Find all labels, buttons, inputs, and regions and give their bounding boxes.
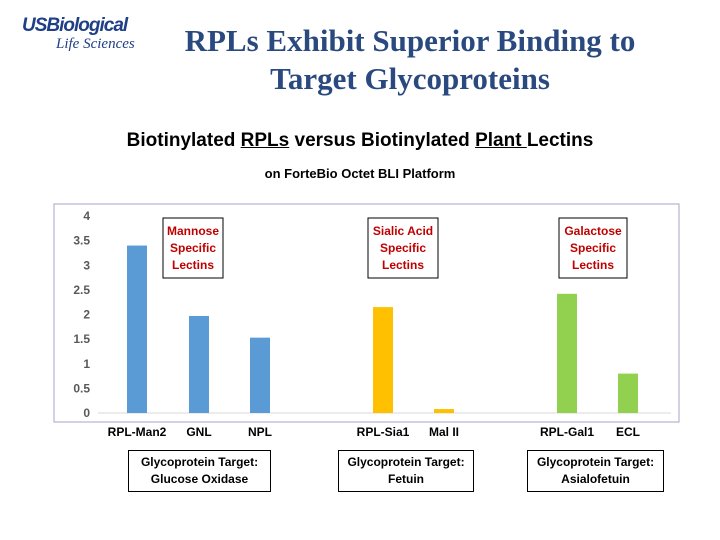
annotation-text: Mannose xyxy=(167,224,219,238)
x-tick-label: ECL xyxy=(616,425,640,439)
annotation-text: Sialic Acid xyxy=(373,224,433,238)
target-name: Fetuin xyxy=(388,472,424,486)
bar-npl xyxy=(250,337,270,413)
x-tick-label: RPL-Man2 xyxy=(108,425,167,439)
title-line-2: Target Glycoproteins xyxy=(270,61,550,96)
target-label: Glycoprotein Target: xyxy=(536,455,655,469)
bar-rpl-gal1 xyxy=(557,293,577,413)
annotation-box xyxy=(367,217,439,279)
company-logo: USBiological Life Sciences xyxy=(22,15,152,53)
x-tick-label: RPL-Gal1 xyxy=(540,425,594,439)
logo-sub-text: Life Sciences xyxy=(56,36,135,52)
annotation-text: Specific xyxy=(170,241,216,255)
y-tick-label: 0.5 xyxy=(73,381,90,395)
target-box-asialofetuin: Glycoprotein Target: Asialofetuin xyxy=(527,450,664,492)
bar-rpl-sia1 xyxy=(373,307,393,413)
annotation-text: Galactose xyxy=(564,224,622,238)
x-tick-label: RPL-Sia1 xyxy=(357,425,410,439)
logo-main-text: USBiological xyxy=(22,15,128,36)
y-tick-label: 3 xyxy=(83,258,90,272)
target-box-glucose-oxidase: Glycoprotein Target: Glucose Oxidase xyxy=(128,450,271,492)
target-name: Asialofetuin xyxy=(561,472,630,486)
subtitle-part-5: Lectins xyxy=(526,130,594,151)
x-tick-label: GNL xyxy=(186,425,211,439)
annotation-box xyxy=(558,217,628,279)
annotation-text: Specific xyxy=(570,241,616,255)
annotation-text: Specific xyxy=(380,241,426,255)
y-tick-label: 1 xyxy=(83,357,90,371)
annotation-text: Lectins xyxy=(572,258,614,272)
target-name: Glucose Oxidase xyxy=(150,472,249,486)
x-tick-label: NPL xyxy=(248,425,272,439)
annotation-text: Lectins xyxy=(172,258,214,272)
annotation-text: Lectins xyxy=(382,258,424,272)
y-tick-label: 0 xyxy=(83,406,90,420)
slide-title: RPLs Exhibit Superior Binding to Target … xyxy=(150,22,670,98)
target-label: Glycoprotein Target: xyxy=(347,455,465,469)
y-tick-label: 2.5 xyxy=(73,283,90,297)
chart-subtitle: Biotinylated RPLs versus Biotinylated Pl… xyxy=(0,130,720,152)
target-label: Glycoprotein Target: xyxy=(140,455,259,469)
y-tick-label: 1.5 xyxy=(73,332,90,346)
subtitle-part-3: versus Biotinylated xyxy=(289,130,476,151)
bar-mal-ii xyxy=(434,409,454,413)
subtitle-part-1: Biotinylated xyxy=(126,130,241,151)
title-line-1: RPLs Exhibit Superior Binding to xyxy=(184,23,636,58)
annotation-box xyxy=(162,217,224,279)
subtitle-plant: Plant xyxy=(475,130,527,151)
bar-gnl xyxy=(189,315,209,413)
chart-platform-note: on ForteBio Octet BLI Platform xyxy=(264,166,456,181)
x-tick-label: Mal II xyxy=(429,425,459,439)
target-box-fetuin: Glycoprotein Target: Fetuin xyxy=(338,450,474,492)
y-tick-label: 2 xyxy=(83,308,90,322)
y-tick-label: 3.5 xyxy=(73,234,90,248)
subtitle-rpls: RPLs xyxy=(240,130,290,151)
y-tick-label: 4 xyxy=(83,209,90,223)
bar-ecl xyxy=(618,373,638,413)
bar-rpl-man2 xyxy=(127,245,147,413)
